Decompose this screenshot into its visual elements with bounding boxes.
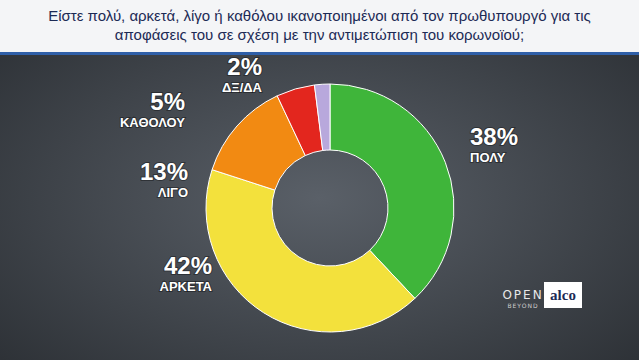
- value-label: 13%: [140, 158, 188, 185]
- background: [0, 0, 639, 360]
- chart: Είστε πολύ, αρκετά, λίγο ή καθόλου ικανο…: [0, 0, 639, 360]
- data-label: 38%ΠΟΛΥ: [470, 123, 518, 165]
- data-labels: 38%ΠΟΛΥ 42%ΑΡΚΕΤΑ 13%ΛΙΓΟ 5%ΚΑΘΟΛΟΥ 2%ΔΞ/ΔΑ: [120, 53, 518, 294]
- value-label: 38%: [470, 123, 518, 150]
- value-label: 2%: [227, 53, 262, 80]
- title-line: αποφάσεις του σε σχέση με την αντιμετώπι…: [115, 26, 524, 43]
- title-line: Είστε πολύ, αρκετά, λίγο ή καθόλου ικανο…: [48, 7, 591, 24]
- data-label: 2%ΔΞ/ΔΑ: [222, 53, 263, 95]
- title-box: [0, 0, 639, 52]
- data-label: 5%ΚΑΘΟΛΟΥ: [120, 88, 185, 130]
- slice: [206, 170, 415, 332]
- data-label: 13%ΛΙΓΟ: [140, 158, 188, 200]
- title-rule: [0, 52, 639, 55]
- logo-text: OPEN: [502, 288, 543, 302]
- logo-box: [544, 282, 582, 308]
- category-label: ΠΟΛΥ: [470, 150, 506, 165]
- value-label: 5%: [150, 88, 185, 115]
- category-label: ΚΑΘΟΛΟΥ: [120, 115, 185, 130]
- category-label: ΛΙΓΟ: [158, 185, 188, 200]
- slice: [314, 84, 330, 150]
- data-label: 42%ΑΡΚΕΤΑ: [160, 252, 213, 294]
- logo-text: BEYOND: [507, 302, 538, 309]
- logos: OPENBEYOND alco: [502, 282, 582, 309]
- donut: [206, 84, 454, 332]
- category-label: ΑΡΚΕΤΑ: [160, 279, 213, 294]
- plot-area: [206, 84, 454, 332]
- title: Είστε πολύ, αρκετά, λίγο ή καθόλου ικανο…: [48, 7, 591, 43]
- category-label: ΔΞ/ΔΑ: [222, 80, 263, 95]
- logo-text: alco: [550, 287, 576, 303]
- value-label: 42%: [164, 252, 212, 279]
